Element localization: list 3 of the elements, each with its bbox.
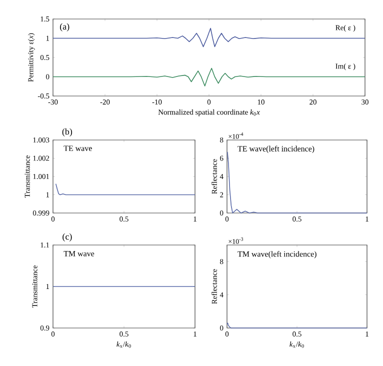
chart-title: (b) bbox=[62, 128, 72, 136]
chart-title: (c) bbox=[62, 233, 72, 242]
chart-title: (a) bbox=[60, 23, 70, 32]
